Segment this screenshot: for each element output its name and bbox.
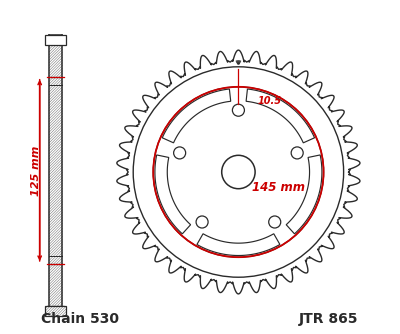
Bar <box>49 35 62 316</box>
Text: 145 mm: 145 mm <box>252 181 305 193</box>
Polygon shape <box>45 306 66 316</box>
Circle shape <box>174 147 186 159</box>
Circle shape <box>269 216 281 228</box>
Polygon shape <box>162 89 231 143</box>
Circle shape <box>291 147 303 159</box>
Polygon shape <box>155 155 191 234</box>
Circle shape <box>196 216 208 228</box>
Text: JTR 865: JTR 865 <box>299 312 359 326</box>
Circle shape <box>232 104 244 116</box>
Text: 10.5: 10.5 <box>258 96 282 106</box>
Circle shape <box>113 47 364 297</box>
Polygon shape <box>197 234 280 256</box>
Polygon shape <box>45 35 66 45</box>
Text: 125 mm: 125 mm <box>31 145 41 195</box>
Circle shape <box>222 155 255 189</box>
Polygon shape <box>246 89 314 143</box>
Polygon shape <box>286 155 322 234</box>
Text: Chain 530: Chain 530 <box>41 312 119 326</box>
